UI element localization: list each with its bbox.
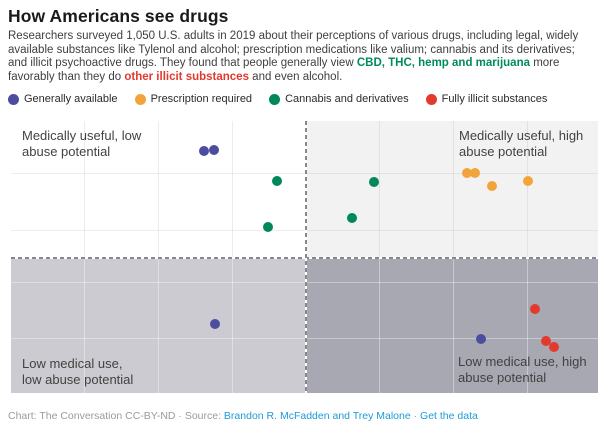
data-point — [486, 181, 497, 191]
data-point — [469, 167, 480, 178]
legend-item: Fully illicit substances — [425, 93, 548, 105]
quadrant-top-left — [11, 121, 306, 257]
legend-dot-icon — [269, 93, 281, 105]
footer-text: Chart: The Conversation CC-BY-ND · Sourc… — [8, 410, 224, 422]
gridline-horizontal — [11, 172, 598, 174]
quadrant-divider-vertical — [305, 121, 307, 393]
data-point — [271, 176, 282, 187]
description-segment: CBD, THC, hemp and marijuana — [356, 57, 530, 70]
data-point — [209, 145, 220, 156]
legend-dot-icon — [134, 93, 146, 105]
data-point — [347, 213, 358, 224]
legend-label: Cannabis and derivatives — [285, 93, 409, 105]
footer-text: · — [410, 410, 421, 422]
scatter-chart: Medically useful, low abuse potential Me… — [11, 121, 598, 393]
legend-dot-icon — [8, 93, 19, 105]
data-point — [548, 342, 559, 353]
legend-item: Cannabis and derivatives — [269, 93, 409, 105]
data-point — [540, 336, 551, 347]
chart-description: Researchers surveyed 1,050 U.S. adults i… — [8, 30, 596, 84]
data-point — [199, 145, 210, 156]
data-point — [462, 167, 473, 178]
gridline-horizontal — [11, 338, 598, 340]
legend-item: Generally available — [8, 93, 118, 105]
legend-label: Fully illicit substances — [441, 93, 548, 105]
gridline-horizontal — [11, 282, 598, 284]
page-title: How Americans see drugs — [8, 6, 229, 26]
legend: Generally available Prescription required… — [8, 93, 547, 105]
description-segment: other illicit substances — [124, 70, 249, 83]
description-segment: Researchers surveyed 1,050 U.S. adults i… — [8, 30, 579, 70]
description-segment: more favorably than they do — [8, 57, 560, 83]
quadrant-label-top-right: Medically useful, high abuse potential — [459, 128, 584, 159]
quadrant-top-right — [305, 121, 598, 257]
data-point — [523, 176, 534, 187]
footer-attribution: Chart: The Conversation CC-BY-ND · Sourc… — [8, 410, 478, 422]
data-point — [263, 222, 274, 233]
data-point — [476, 333, 487, 344]
legend-label: Prescription required — [150, 93, 253, 105]
description-segment: and even alcohol. — [248, 70, 343, 83]
quadrant-label-bottom-left: Low medical use, low abuse potential — [22, 356, 134, 387]
quadrant-bottom-left — [11, 257, 306, 393]
data-point — [210, 318, 221, 329]
quadrant-bottom-right — [305, 257, 598, 393]
data-point — [368, 176, 379, 187]
quadrant-label-bottom-right: Low medical use, high abuse potential — [458, 354, 587, 385]
data-point — [530, 303, 541, 314]
gridline-horizontal — [11, 230, 598, 232]
quadrant-divider-horizontal — [11, 257, 598, 259]
footer-link[interactable]: Brandon R. McFadden and Trey Malone — [223, 410, 411, 422]
legend-label: Generally available — [24, 93, 118, 105]
quadrant-label-top-left: Medically useful, low abuse potential — [22, 128, 142, 159]
legend-dot-icon — [425, 93, 437, 105]
footer-link[interactable]: Get the data — [420, 410, 478, 422]
legend-item: Prescription required — [134, 93, 253, 105]
